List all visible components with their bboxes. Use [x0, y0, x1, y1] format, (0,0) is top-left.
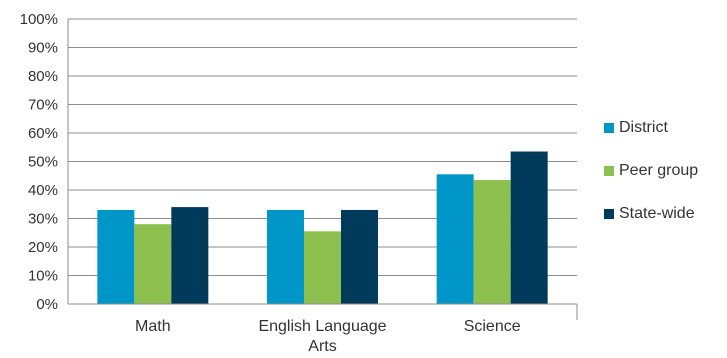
bar-district-3: [436, 174, 474, 304]
x-category-label: Math: [135, 318, 171, 335]
bar-peer-group-1: [134, 224, 172, 304]
y-tick-label: 50%: [28, 154, 58, 171]
legend-label-peer-group: Peer group: [619, 162, 699, 179]
bar-peer-group-3: [473, 180, 511, 304]
legend-label-district: District: [619, 119, 668, 136]
bar-district-1: [97, 209, 135, 304]
y-tick-label: 0%: [36, 296, 58, 313]
y-tick-label: 20%: [28, 239, 58, 256]
legend-swatch-peer-group: [604, 166, 614, 176]
x-category-label: Science: [464, 318, 521, 335]
bar-state-wide-2: [341, 209, 378, 304]
y-tick-label: 60%: [28, 125, 58, 142]
legend-item-state-wide: State-wide: [604, 204, 698, 224]
bar-state-wide-3: [510, 151, 548, 304]
y-tick-label: 40%: [28, 182, 58, 199]
y-tick-label: 70%: [28, 97, 58, 114]
y-tick-label: 30%: [28, 211, 58, 228]
bars: [97, 151, 548, 304]
bar-peer-group-2: [304, 231, 341, 304]
y-tick-label: 100%: [20, 11, 58, 28]
legend-item-district: District: [604, 118, 698, 138]
legend-swatch-state-wide: [604, 209, 614, 219]
y-tick-label: 90%: [28, 40, 58, 57]
axes: [67, 19, 578, 320]
bar-district-2: [267, 209, 304, 304]
y-tick-label: 80%: [28, 68, 58, 85]
bar-state-wide-1: [171, 207, 209, 304]
x-category-label: English Language Arts: [258, 318, 386, 355]
legend-item-peer-group: Peer group: [604, 161, 698, 181]
x-axis-category-labels: Math English Language Arts Science: [135, 318, 521, 355]
legend-label-state-wide: State-wide: [619, 205, 695, 222]
legend-swatch-district: [604, 123, 614, 133]
y-axis-tick-labels: 0% 10% 20% 30% 40% 50% 60% 70% 80% 90% 100%: [20, 11, 58, 313]
legend: District Peer group State-wide: [604, 118, 698, 247]
y-tick-label: 10%: [28, 268, 58, 285]
